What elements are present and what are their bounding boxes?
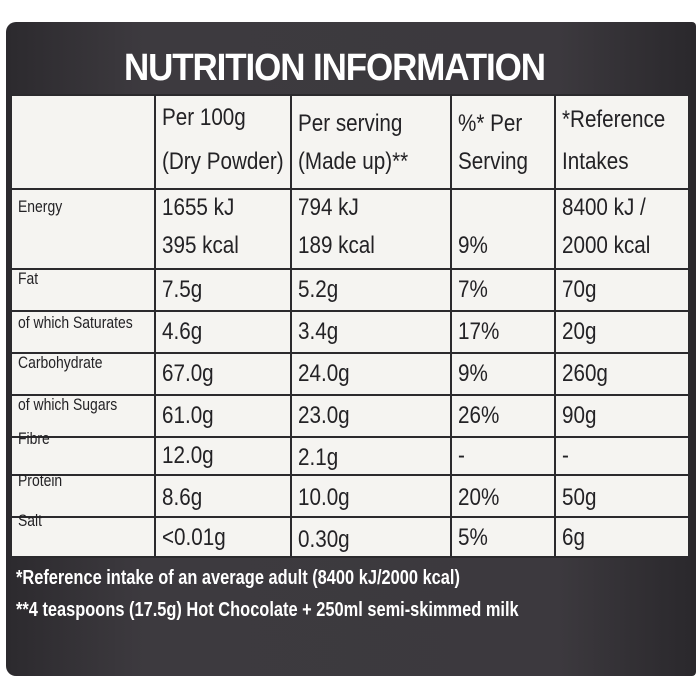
header-per-100g: Per 100g (162, 104, 246, 131)
table-divider (12, 516, 688, 518)
table-cell: 26% (458, 402, 500, 429)
table-cell: 2.1g (298, 444, 339, 471)
energy-kj-per-100g: 1655 kJ (162, 194, 235, 221)
table-cell: 61.0g (162, 402, 214, 429)
table-cell: 8.6g (162, 484, 203, 511)
table-divider (154, 96, 156, 556)
header-dry-powder: (Dry Powder) (162, 148, 284, 175)
energy-kcal-percent: 9% (458, 232, 488, 259)
table-cell: 4.6g (162, 318, 203, 345)
table-cell: 0.30g (298, 526, 350, 553)
table-cell: 3.4g (298, 318, 339, 345)
table-cell: 20% (458, 484, 500, 511)
table-cell: 67.0g (162, 360, 214, 387)
energy-kj-per-serving: 794 kJ (298, 194, 359, 221)
table-cell: 20g (562, 318, 597, 345)
nutrition-title: NUTRITION INFORMATION (124, 47, 546, 89)
header-per-serving: Per serving (298, 110, 403, 137)
table-cell: 5.2g (298, 276, 339, 303)
footnote-serving-definition: **4 teaspoons (17.5g) Hot Chocolate + 25… (16, 599, 519, 621)
table-cell: <0.01g (162, 524, 226, 551)
table-cell: 50g (562, 484, 597, 511)
header-serving: Serving (458, 148, 528, 175)
row-label-fibre: Fibre (18, 429, 50, 448)
table-cell: 7% (458, 276, 488, 303)
row-label-sugars: of which Sugars (18, 395, 118, 414)
row-label-saturates: of which Saturates (18, 313, 133, 332)
energy-kcal-per-serving: 189 kcal (298, 232, 375, 259)
row-label-protein: Protein (18, 471, 63, 490)
table-cell: 260g (562, 360, 608, 387)
table-divider (12, 268, 688, 270)
table-cell: 6g (562, 524, 585, 551)
table-divider (290, 96, 292, 556)
header-percent-per: %* Per (458, 110, 523, 137)
table-cell: 9% (458, 360, 488, 387)
row-label-fat: Fat (18, 269, 39, 288)
header-made-up: (Made up)** (298, 148, 409, 175)
table-cell: 17% (458, 318, 500, 345)
table-cell: 12.0g (162, 442, 214, 469)
table-divider (12, 188, 688, 190)
row-label-salt: Salt (18, 511, 43, 530)
footnote-reference-intake: *Reference intake of an average adult (8… (16, 567, 460, 589)
table-cell: 24.0g (298, 360, 350, 387)
table-divider (12, 310, 688, 312)
table-cell: - (562, 442, 569, 469)
table-cell: - (458, 442, 465, 469)
header-intakes: Intakes (562, 148, 629, 175)
table-cell: 23.0g (298, 402, 350, 429)
table-divider (12, 352, 688, 354)
table-cell: 5% (458, 524, 488, 551)
table-cell: 10.0g (298, 484, 350, 511)
row-label-carbohydrate: Carbohydrate (18, 353, 103, 372)
table-cell: 90g (562, 402, 597, 429)
energy-kj-reference: 8400 kJ / (562, 194, 646, 221)
table-divider (12, 474, 688, 476)
table-divider (450, 96, 452, 556)
table-cell: 7.5g (162, 276, 203, 303)
table-divider (554, 96, 556, 556)
table-cell: 70g (562, 276, 597, 303)
table-divider (12, 394, 688, 396)
table-divider (12, 436, 688, 438)
nutrition-table: Per 100g (Dry Powder) Per serving (Made … (10, 94, 690, 558)
header-reference: *Reference (562, 106, 666, 133)
energy-kcal-reference: 2000 kcal (562, 232, 651, 259)
energy-kcal-per-100g: 395 kcal (162, 232, 239, 259)
row-label-energy: Energy (18, 197, 63, 216)
